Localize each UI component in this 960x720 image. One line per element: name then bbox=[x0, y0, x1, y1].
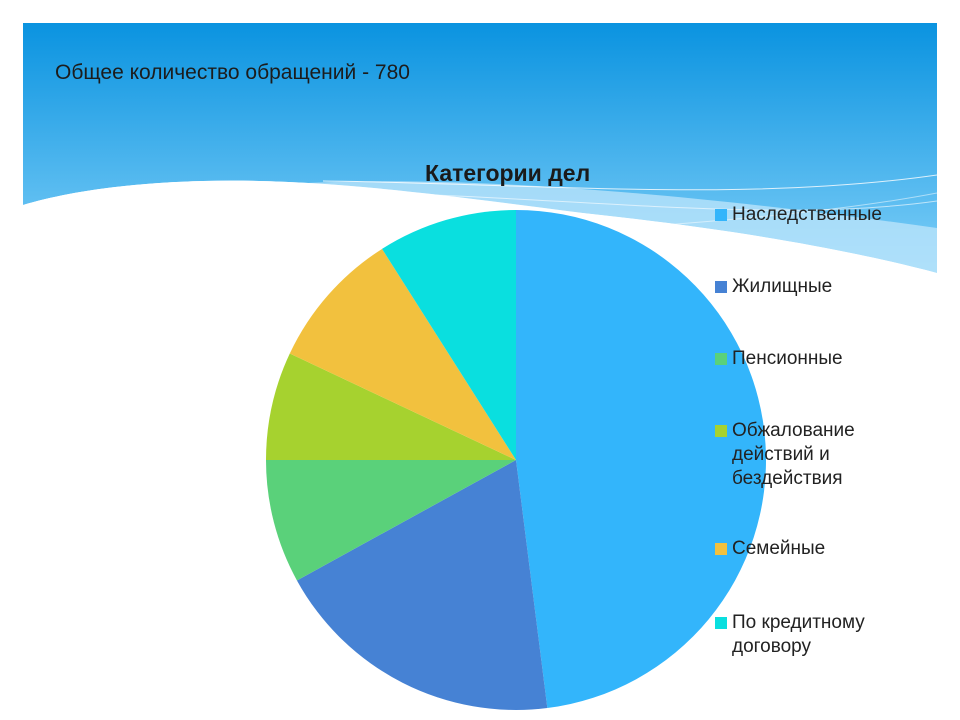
legend-swatch bbox=[715, 353, 727, 365]
legend-swatch bbox=[715, 617, 727, 629]
legend-item: Обжалование действий и бездействия bbox=[715, 419, 917, 491]
legend-label: Наследственные bbox=[732, 204, 882, 225]
legend-label: Жилищные bbox=[732, 276, 833, 297]
legend-swatch bbox=[715, 209, 727, 221]
chart-title: Категории дел bbox=[425, 160, 591, 186]
pie-slice-1 bbox=[516, 210, 767, 709]
legend-label: Пенсионные bbox=[732, 348, 843, 369]
legend-label: По кредитному договору bbox=[732, 612, 865, 657]
pie-slice-2 bbox=[296, 460, 548, 710]
pie-slice-6 bbox=[382, 210, 516, 460]
legend-item: По кредитному договору bbox=[715, 611, 917, 659]
legend-swatch bbox=[715, 425, 727, 437]
legend-label: Семейные bbox=[732, 538, 826, 559]
legend-swatch bbox=[715, 543, 727, 555]
legend-item: Жилищные bbox=[715, 275, 917, 299]
pie-slice-5 bbox=[289, 248, 516, 460]
slide-heading: Общее количество обращений - 780 bbox=[55, 61, 410, 84]
header-wave-light bbox=[273, 181, 937, 273]
pie-chart bbox=[266, 210, 767, 710]
legend-item: Наследственные bbox=[715, 203, 917, 227]
header-wave-line-1 bbox=[322, 174, 937, 191]
header-wave-line-2 bbox=[382, 192, 937, 211]
legend-label: Обжалование действий и бездействия bbox=[732, 420, 855, 489]
legend-swatch bbox=[715, 281, 727, 293]
pie-slice-3 bbox=[266, 460, 516, 581]
legend-item: Пенсионные bbox=[715, 347, 917, 371]
pie-slice-4 bbox=[266, 353, 516, 460]
legend-item: Семейные bbox=[715, 537, 917, 561]
slide: Общее количество обращений - 780 Категор… bbox=[23, 23, 937, 720]
